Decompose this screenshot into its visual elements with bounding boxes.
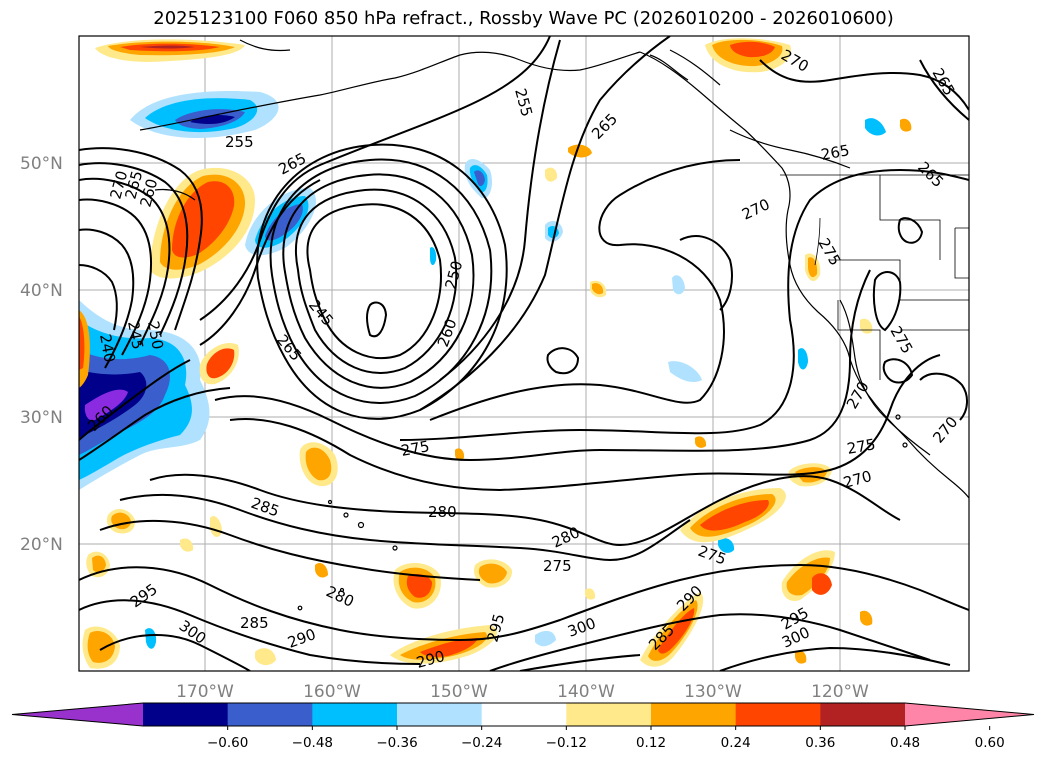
colorbar-tick-label: 0.48 <box>890 735 920 751</box>
contour-label: 275 <box>400 437 431 460</box>
colorbar-segment <box>227 703 313 726</box>
political-borders <box>780 174 969 380</box>
colorbar-segment <box>397 703 483 726</box>
colorbar-segment <box>820 703 906 726</box>
colorbar-tick-label: −0.60 <box>207 735 248 751</box>
colorbar-extend-low <box>12 703 143 726</box>
longitude-labels: 170°W 160°W 150°W 140°W 130°W 120°W <box>176 682 869 702</box>
lon-label: 120°W <box>811 682 869 702</box>
contour-lines <box>79 36 969 671</box>
contour-label: 250 <box>144 320 167 351</box>
contour-label: 285 <box>240 614 269 632</box>
contour-label: 275 <box>846 435 877 458</box>
contour-label: 245 <box>124 320 147 351</box>
colorbar <box>11 702 1035 727</box>
map-frame <box>78 35 970 672</box>
contour-label: 280 <box>428 503 457 521</box>
colorbar-tick-label: 0.60 <box>975 735 1005 751</box>
contour-label: 275 <box>543 557 572 575</box>
colorbar-tick-label: −0.36 <box>376 735 417 751</box>
colorbar-tick-label: 0.24 <box>721 735 751 751</box>
contour-label: 265 <box>820 141 851 164</box>
coastlines <box>139 39 969 611</box>
colorbar-extend-high <box>905 703 1034 726</box>
colorbar-segment <box>312 703 398 726</box>
colorbar-tick-label: −0.12 <box>546 735 587 751</box>
lon-label: 140°W <box>557 682 615 702</box>
colorbar-outline <box>11 702 1035 727</box>
colorbar-segment <box>651 703 737 726</box>
lon-label: 160°W <box>303 682 361 702</box>
colorbar-tick-label: 0.12 <box>636 735 666 751</box>
colorbar-tick-label: −0.48 <box>292 735 333 751</box>
lon-label: 130°W <box>684 682 742 702</box>
filled-regions <box>79 38 912 669</box>
colorbar-tick-label: −0.24 <box>461 735 502 751</box>
lat-label: 20°N <box>20 535 63 555</box>
colorbar-segment <box>735 703 821 726</box>
lon-label: 170°W <box>176 682 234 702</box>
colorbar-segment <box>566 703 652 726</box>
lat-label: 30°N <box>20 408 63 428</box>
colorbar-ticks: −0.60 −0.48 −0.36 −0.24 −0.12 0.12 0.24 0.36 0.4… <box>207 726 1005 751</box>
colorbar-segment <box>481 703 567 726</box>
contour-label: 255 <box>225 133 254 151</box>
lon-label: 150°W <box>430 682 488 702</box>
contour-label: 240 <box>96 333 119 364</box>
lat-label: 40°N <box>20 281 63 301</box>
lat-label: 50°N <box>20 154 63 174</box>
map-title: 2025123100 F060 850 hPa refract., Rossby… <box>153 8 894 29</box>
colorbar-segment <box>143 703 229 726</box>
latitude-labels: 50°N 40°N 30°N 20°N <box>20 154 63 555</box>
colorbar-tick-label: 0.36 <box>805 735 835 751</box>
